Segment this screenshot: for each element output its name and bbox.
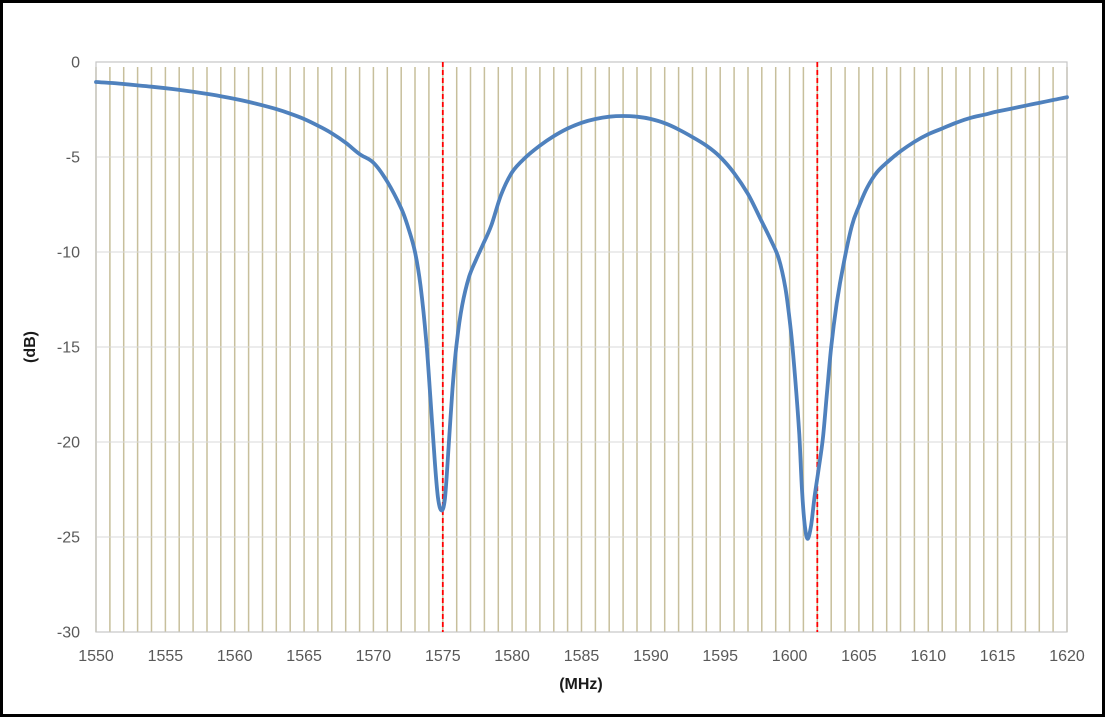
x-tick-label: 1585 xyxy=(564,648,600,665)
x-tick-label: 1550 xyxy=(78,648,114,665)
y-tick-label: -20 xyxy=(57,435,80,452)
x-tick-label: 1565 xyxy=(286,648,322,665)
x-tick-label: 1615 xyxy=(980,648,1016,665)
x-tick-label: 1605 xyxy=(841,648,877,665)
x-tick-label: 1560 xyxy=(217,648,253,665)
y-tick-label: 0 xyxy=(71,55,80,72)
plot-area-border xyxy=(95,61,1068,633)
response-curve xyxy=(94,80,1069,541)
y-axis-title: (dB) xyxy=(22,331,39,363)
x-tick-label: 1620 xyxy=(1049,648,1085,665)
y-tick-label: -30 xyxy=(57,625,80,642)
x-tick-label: 1590 xyxy=(633,648,669,665)
x-tick-label: 1595 xyxy=(702,648,738,665)
x-axis-title: (MHz) xyxy=(559,676,603,693)
x-tick-label: 1570 xyxy=(356,648,392,665)
y-tick-label: -15 xyxy=(57,340,80,357)
y-tick-label: -5 xyxy=(66,150,80,167)
x-tick-label: 1610 xyxy=(911,648,947,665)
x-tick-label: 1575 xyxy=(425,648,461,665)
x-tick-label: 1555 xyxy=(148,648,184,665)
y-tick-label: -25 xyxy=(57,530,80,547)
x-tick-label: 1600 xyxy=(772,648,808,665)
y-tick-label: -10 xyxy=(57,245,80,262)
x-tick-label: 1580 xyxy=(494,648,530,665)
